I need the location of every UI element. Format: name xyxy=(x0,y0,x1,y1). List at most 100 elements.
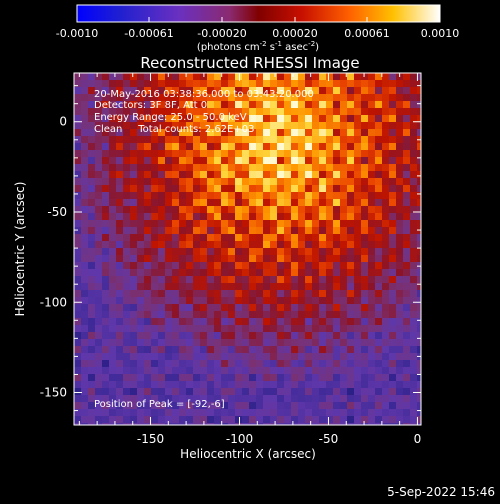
heatmap-pixel xyxy=(200,388,207,395)
heatmap-pixel xyxy=(284,206,291,213)
heatmap-pixel xyxy=(172,374,179,381)
heatmap-pixel xyxy=(396,346,403,353)
heatmap-pixel xyxy=(256,423,263,425)
heatmap-pixel xyxy=(193,192,200,199)
heatmap-pixel xyxy=(396,290,403,297)
heatmap-pixel xyxy=(319,101,326,108)
heatmap-pixel xyxy=(298,388,305,395)
heatmap-pixel xyxy=(382,136,389,143)
heatmap-pixel xyxy=(228,318,235,325)
heatmap-pixel xyxy=(375,416,382,423)
heatmap-pixel xyxy=(277,311,284,318)
heatmap-pixel xyxy=(151,206,158,213)
heatmap-pixel xyxy=(333,227,340,234)
heatmap-pixel xyxy=(172,395,179,402)
heatmap-pixel xyxy=(340,409,347,416)
heatmap-pixel xyxy=(389,213,396,220)
heatmap-pixel xyxy=(403,402,410,409)
heatmap-pixel xyxy=(228,115,235,122)
heatmap-pixel xyxy=(228,283,235,290)
heatmap-pixel xyxy=(228,122,235,129)
heatmap-pixel xyxy=(403,367,410,374)
heatmap-pixel xyxy=(277,255,284,262)
heatmap-pixel xyxy=(389,318,396,325)
heatmap-pixel xyxy=(179,339,186,346)
heatmap-pixel xyxy=(81,346,88,353)
colorbar-units: (photons cm-2 s-1 asec-2) xyxy=(197,40,319,53)
heatmap-pixel xyxy=(263,423,270,425)
heatmap-pixel xyxy=(123,416,130,423)
heatmap-pixel xyxy=(179,80,186,87)
heatmap-pixel xyxy=(382,416,389,423)
heatmap-pixel xyxy=(116,185,123,192)
heatmap-pixel xyxy=(263,234,270,241)
heatmap-pixel xyxy=(186,241,193,248)
heatmap-pixel xyxy=(207,87,214,94)
heatmap-pixel xyxy=(417,255,421,262)
heatmap-pixel xyxy=(361,346,368,353)
heatmap-pixel xyxy=(277,374,284,381)
heatmap-pixel xyxy=(88,73,95,80)
heatmap-pixel xyxy=(354,108,361,115)
heatmap-pixel xyxy=(291,115,298,122)
heatmap-pixel xyxy=(144,171,151,178)
heatmap-pixel xyxy=(74,192,81,199)
heatmap-pixel xyxy=(123,402,130,409)
heatmap-pixel xyxy=(81,227,88,234)
heatmap-pixel xyxy=(228,234,235,241)
heatmap-pixel xyxy=(347,318,354,325)
heatmap-pixel xyxy=(284,269,291,276)
heatmap-pixel xyxy=(179,185,186,192)
heatmap-pixel xyxy=(186,122,193,129)
heatmap-pixel xyxy=(214,269,221,276)
heatmap-pixel xyxy=(151,157,158,164)
heatmap-pixel xyxy=(284,108,291,115)
heatmap-pixel xyxy=(200,367,207,374)
heatmap-pixel xyxy=(228,311,235,318)
heatmap-pixel xyxy=(298,283,305,290)
heatmap-pixel xyxy=(361,262,368,269)
heatmap-pixel xyxy=(284,73,291,80)
heatmap-pixel xyxy=(389,227,396,234)
heatmap-pixel xyxy=(186,255,193,262)
heatmap-pixel xyxy=(200,87,207,94)
heatmap-pixel xyxy=(277,73,284,80)
heatmap-pixel xyxy=(382,325,389,332)
heatmap-pixel xyxy=(417,143,421,150)
heatmap-pixel xyxy=(396,367,403,374)
heatmap-pixel xyxy=(375,332,382,339)
heatmap-pixel xyxy=(382,129,389,136)
heatmap-pixel xyxy=(130,122,137,129)
heatmap-pixel xyxy=(109,360,116,367)
heatmap-pixel xyxy=(270,227,277,234)
heatmap-pixel xyxy=(116,423,123,425)
heatmap-pixel xyxy=(221,332,228,339)
heatmap-pixel xyxy=(109,283,116,290)
heatmap-pixel xyxy=(137,185,144,192)
heatmap-pixel xyxy=(333,185,340,192)
heatmap-pixel xyxy=(312,157,319,164)
heatmap-pixel xyxy=(319,409,326,416)
heatmap-pixel xyxy=(263,332,270,339)
heatmap-pixel xyxy=(256,395,263,402)
heatmap-pixel xyxy=(221,115,228,122)
heatmap-pixel xyxy=(137,164,144,171)
heatmap-pixel xyxy=(200,101,207,108)
heatmap-pixel xyxy=(179,150,186,157)
heatmap-pixel xyxy=(228,332,235,339)
heatmap-pixel xyxy=(116,241,123,248)
heatmap-pixel xyxy=(88,346,95,353)
heatmap-pixel xyxy=(228,150,235,157)
heatmap-pixel xyxy=(333,87,340,94)
heatmap-pixel xyxy=(396,157,403,164)
heatmap-pixel xyxy=(95,255,102,262)
heatmap-pixel xyxy=(389,416,396,423)
heatmap-pixel xyxy=(389,143,396,150)
heatmap-pixel xyxy=(116,94,123,101)
heatmap-pixel xyxy=(368,353,375,360)
heatmap-pixel xyxy=(417,192,421,199)
heatmap-pixel xyxy=(221,388,228,395)
heatmap-pixel xyxy=(242,129,249,136)
heatmap-pixel xyxy=(74,409,81,416)
heatmap-pixel xyxy=(256,311,263,318)
